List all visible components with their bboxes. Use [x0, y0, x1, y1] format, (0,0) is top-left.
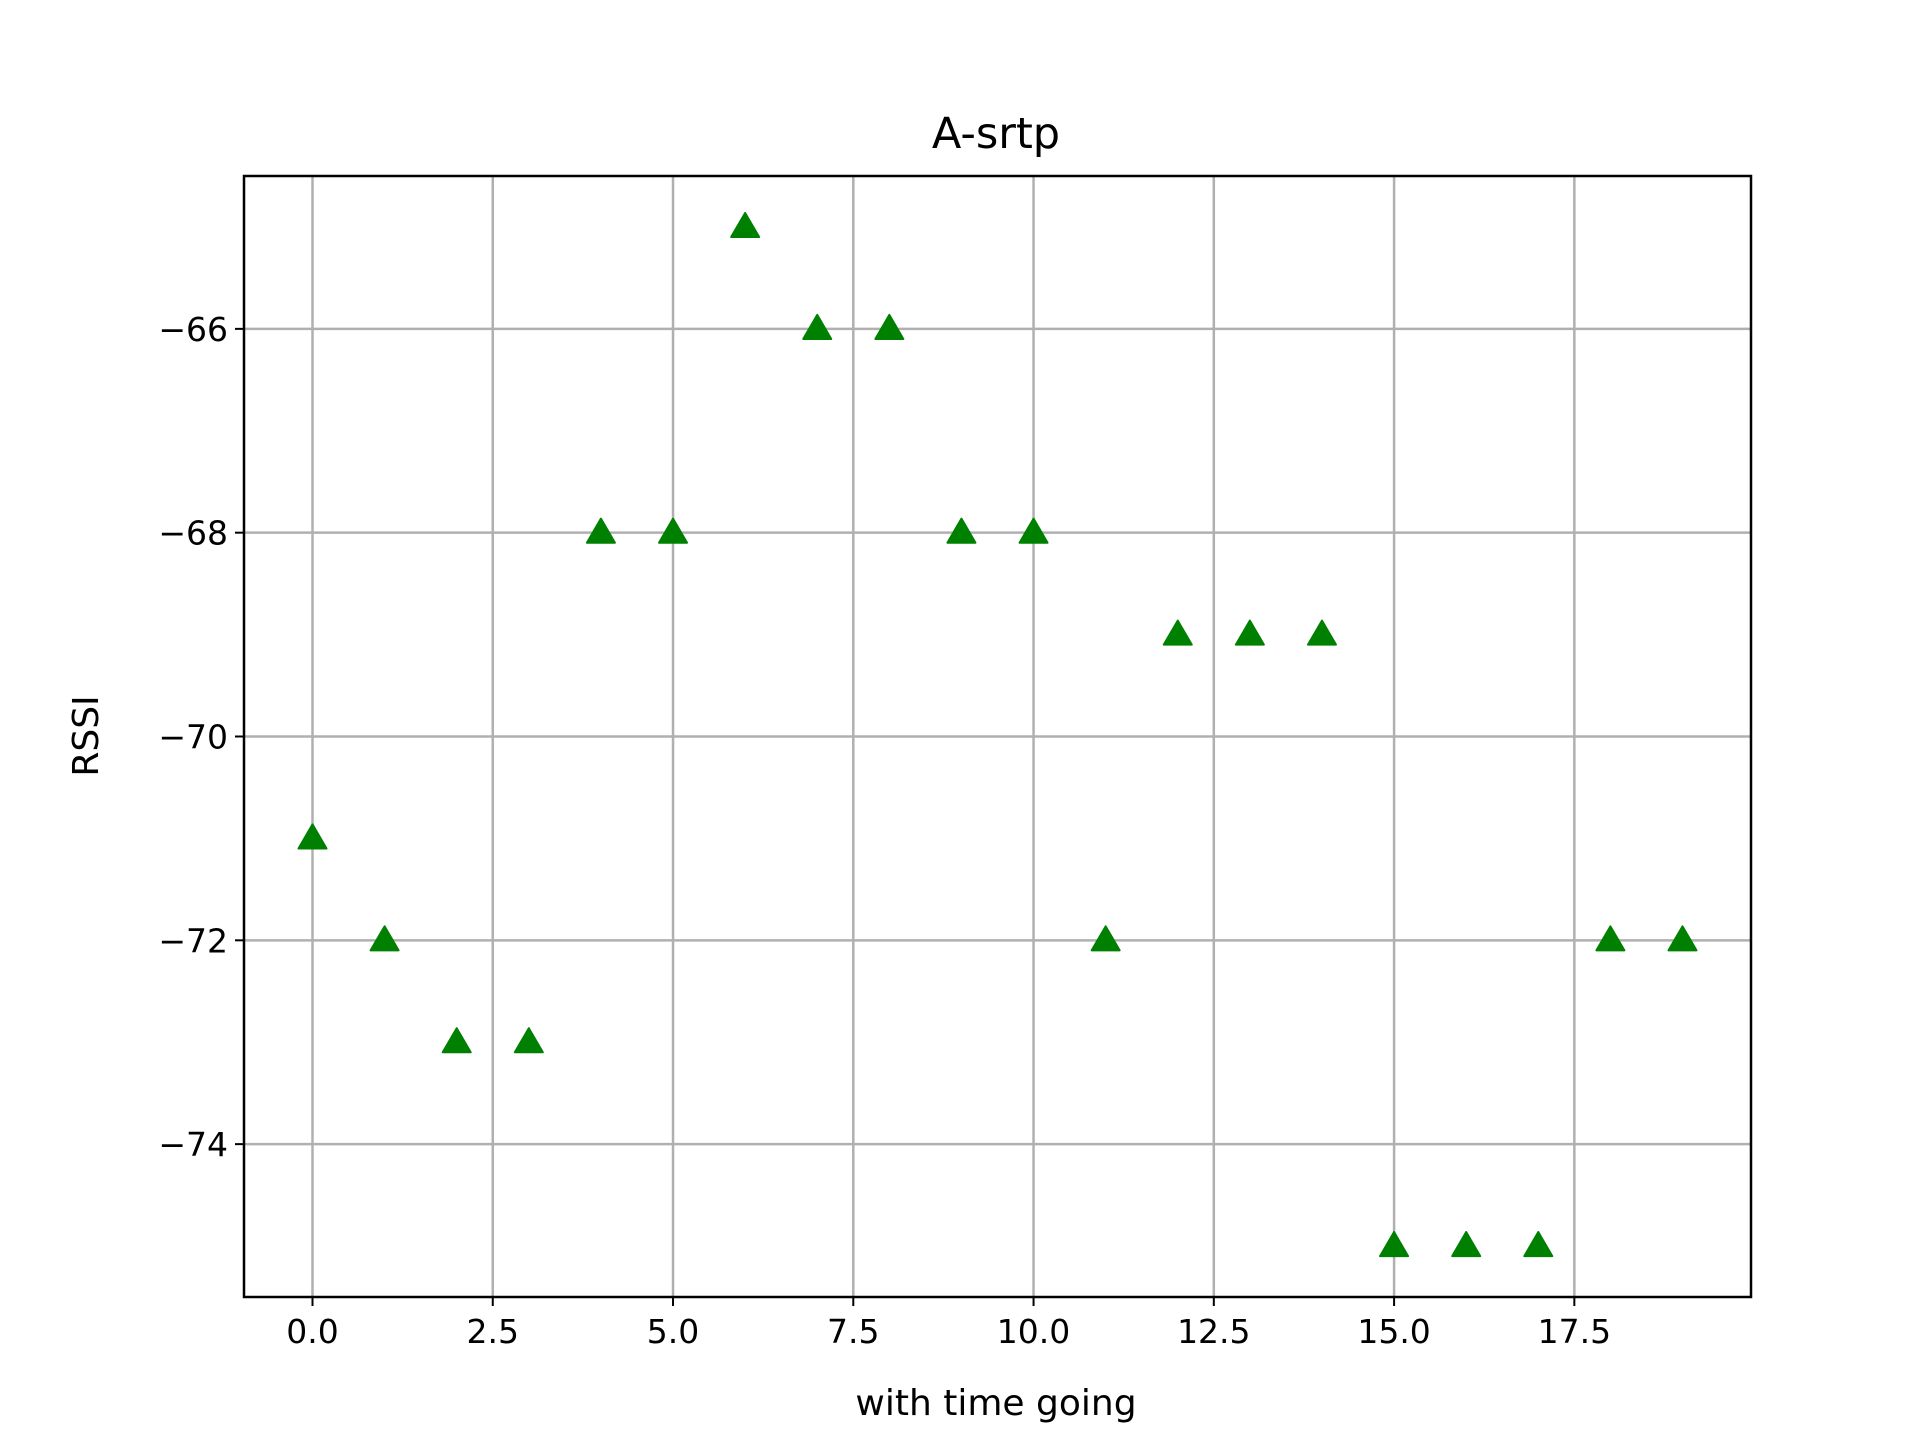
data-point — [441, 1027, 472, 1054]
y-axis-label: RSSI — [66, 695, 107, 776]
x-axis-label: with time going — [855, 1383, 1136, 1424]
chart-title: A-srtp — [932, 109, 1060, 159]
y-tick-label: −70 — [158, 718, 228, 757]
axis-ticks: 0.0 2.5 5.0 7.5 10.0 12.5 15.0 17.5 −66 −68 −70 −72… — [158, 310, 1611, 1351]
data-point — [874, 313, 905, 340]
data-point — [1234, 619, 1265, 646]
y-tick-label: −68 — [158, 514, 228, 553]
data-point — [1379, 1231, 1410, 1258]
data-point — [297, 823, 328, 850]
x-tick-label: 15.0 — [1357, 1312, 1430, 1351]
data-point — [1306, 619, 1337, 646]
plot-frame — [242, 174, 1753, 1299]
x-tick-label: 17.5 — [1538, 1312, 1611, 1351]
data-points — [297, 211, 1698, 1258]
data-point — [1667, 925, 1698, 952]
x-tick-label: 12.5 — [1177, 1312, 1250, 1351]
y-tick-label: −72 — [158, 921, 228, 960]
data-point — [1523, 1231, 1554, 1258]
data-point — [1162, 619, 1193, 646]
x-tick-label: 7.5 — [827, 1312, 879, 1351]
data-point — [513, 1027, 544, 1054]
x-tick-label: 10.0 — [997, 1312, 1070, 1351]
data-point — [946, 517, 977, 544]
data-point — [1451, 1231, 1482, 1258]
data-point — [730, 211, 761, 239]
data-point — [1018, 517, 1049, 544]
x-tick-label: 0.0 — [286, 1312, 338, 1351]
y-tick-label: −66 — [158, 310, 228, 349]
data-point — [585, 517, 616, 544]
x-tick-label: 5.0 — [647, 1312, 699, 1351]
data-point — [802, 313, 833, 340]
data-point — [369, 925, 400, 952]
grid — [244, 176, 1751, 1297]
data-point — [1090, 925, 1121, 952]
x-tick-label: 2.5 — [467, 1312, 519, 1351]
y-tick-label: −74 — [158, 1125, 228, 1164]
data-point — [1595, 925, 1626, 952]
data-point — [658, 517, 689, 544]
